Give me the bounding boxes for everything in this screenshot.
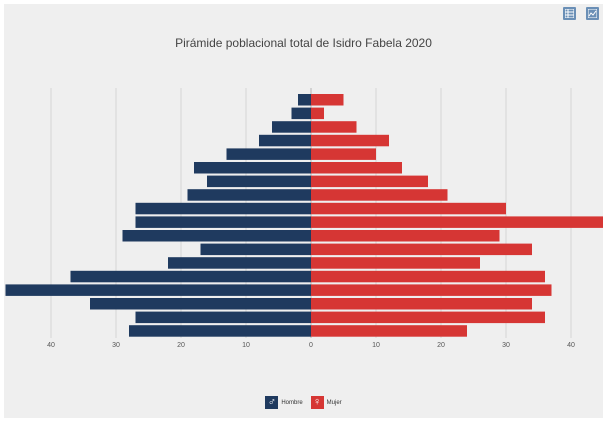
- bar-mujer[interactable]: [311, 175, 428, 188]
- bar-mujer[interactable]: [311, 298, 532, 310]
- chart-title: Pirámide poblacional total de Isidro Fab…: [175, 36, 432, 50]
- male-symbol-icon: ♂: [265, 396, 279, 409]
- bar-mujer[interactable]: [311, 257, 480, 269]
- bar-hombre[interactable]: [5, 284, 312, 296]
- bar-mujer[interactable]: [311, 311, 545, 324]
- bar-mujer[interactable]: [311, 148, 376, 160]
- bar-hombre[interactable]: [259, 134, 311, 147]
- bar-mujer[interactable]: [311, 230, 500, 242]
- bar-hombre[interactable]: [272, 121, 311, 133]
- x-tick-label: 10: [372, 342, 380, 349]
- bar-hombre[interactable]: [168, 257, 311, 269]
- bar-mujer[interactable]: [311, 189, 448, 201]
- bar-hombre[interactable]: [135, 202, 312, 215]
- bar-hombre[interactable]: [207, 175, 311, 188]
- legend-label-hombre: Hombre: [281, 399, 303, 406]
- bar-hombre[interactable]: [226, 148, 312, 160]
- x-tick-label: 30: [502, 342, 510, 349]
- bar-mujer[interactable]: [311, 121, 357, 133]
- x-tick-label: 10: [242, 342, 250, 349]
- bar-hombre[interactable]: [194, 162, 311, 174]
- x-tick-label: 40: [567, 342, 575, 349]
- bar-mujer[interactable]: [311, 94, 344, 106]
- female-symbol-icon: ♀: [310, 396, 324, 409]
- bar-hombre[interactable]: [122, 230, 312, 242]
- bar-mujer[interactable]: [311, 284, 552, 296]
- bar-hombre[interactable]: [291, 107, 312, 120]
- table-icon[interactable]: [563, 7, 576, 20]
- bar-hombre[interactable]: [70, 270, 312, 283]
- bar-hombre[interactable]: [90, 298, 311, 310]
- bar-hombre[interactable]: [200, 243, 312, 256]
- chart-icon[interactable]: [586, 7, 599, 20]
- bar-mujer[interactable]: [311, 325, 467, 337]
- bar-hombre[interactable]: [135, 216, 312, 228]
- bar-mujer[interactable]: [311, 216, 607, 228]
- bar-mujer[interactable]: [311, 270, 545, 283]
- x-tick-label: 0: [309, 342, 313, 349]
- x-tick-label: 20: [177, 342, 185, 349]
- legend-item-hombre[interactable]: ♂ Hombre: [265, 396, 303, 409]
- bar-hombre[interactable]: [298, 94, 311, 106]
- bar-mujer[interactable]: [311, 202, 506, 215]
- legend-label-mujer: Mujer: [326, 399, 342, 406]
- bar-mujer[interactable]: [311, 162, 402, 174]
- x-tick-label: 20: [437, 342, 445, 349]
- bar-hombre[interactable]: [129, 325, 311, 337]
- bar-mujer[interactable]: [311, 243, 532, 256]
- chart-toolbar: [563, 7, 599, 20]
- legend-item-mujer[interactable]: ♀ Mujer: [310, 396, 342, 409]
- chart-legend: ♂ Hombre ♀ Mujer: [0, 396, 607, 409]
- bar-mujer[interactable]: [311, 107, 324, 120]
- bar-hombre[interactable]: [187, 189, 312, 201]
- bar-mujer[interactable]: [311, 134, 389, 147]
- x-tick-label: 30: [112, 342, 120, 349]
- x-tick-label: 40: [47, 342, 55, 349]
- bar-hombre[interactable]: [135, 311, 312, 324]
